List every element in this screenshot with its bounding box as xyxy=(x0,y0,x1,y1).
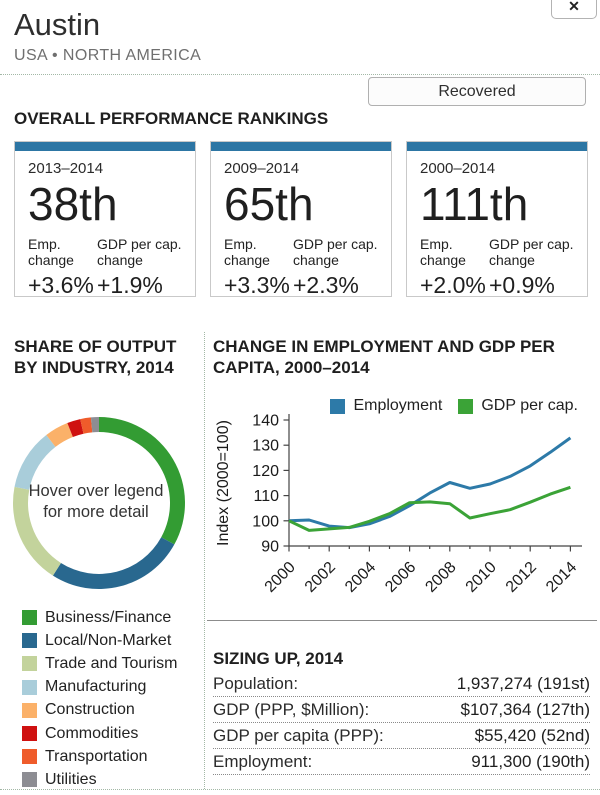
emp-change-value: +2.0% xyxy=(420,272,486,298)
rankings-heading: OVERALL PERFORMANCE RANKINGS xyxy=(14,109,329,128)
employment-swatch-icon xyxy=(330,398,346,414)
ranking-card-2013-2014: 2013–2014 38th Emp. change +3.6% GDP per… xyxy=(14,141,196,297)
bottom-divider xyxy=(0,789,600,790)
emp-change-label: Emp. change xyxy=(224,236,270,268)
column-divider xyxy=(204,332,205,789)
y-tick-label: 140 xyxy=(252,413,279,430)
card-period: 2009–2014 xyxy=(224,160,300,177)
construction-swatch-icon xyxy=(22,702,37,718)
commodities-swatch-icon xyxy=(22,726,37,742)
x-tick-label: 2006 xyxy=(382,559,419,596)
gdp-change-label: GDP per cap. change xyxy=(97,236,182,268)
gdp-change-value: +2.3% xyxy=(293,272,359,298)
header-divider xyxy=(0,74,600,75)
sizing-heading: SIZING UP, 2014 xyxy=(213,649,344,668)
manufacturing-swatch-icon xyxy=(22,679,37,695)
ranking-card-2009-2014: 2009–2014 65th Emp. change +3.3% GDP per… xyxy=(210,141,392,297)
x-tick-label: 2014 xyxy=(543,559,580,596)
x-tick-label: 2008 xyxy=(422,559,459,596)
business-finance-swatch-icon xyxy=(22,610,37,626)
donut-segment[interactable] xyxy=(46,423,73,447)
donut-segment[interactable] xyxy=(67,419,84,437)
page-title: Austin xyxy=(14,7,101,42)
industry-chart-heading: SHARE OF OUTPUT BY INDUSTRY, 2014 xyxy=(14,337,177,377)
local-non-market-swatch-icon xyxy=(22,633,37,649)
ranking-cards: 2013–2014 38th Emp. change +3.6% GDP per… xyxy=(14,141,588,297)
page-subtitle: USA • NORTH AMERICA xyxy=(14,47,202,64)
x-tick-label: 2004 xyxy=(342,559,379,596)
y-tick-label: 90 xyxy=(261,539,279,556)
donut-segment[interactable] xyxy=(99,417,185,545)
donut-segment[interactable] xyxy=(12,486,61,576)
card-period: 2000–2014 xyxy=(420,160,496,177)
donut-segment[interactable] xyxy=(90,417,99,433)
gdp-per-cap-swatch-icon xyxy=(458,398,474,414)
table-row-gdp-per-capita: GDP per capita (PPP): $55,420 (52nd) xyxy=(213,723,590,749)
donut-segment[interactable] xyxy=(14,435,56,490)
y-tick-label: 110 xyxy=(253,488,279,505)
emp-change-label: Emp. change xyxy=(420,236,466,268)
series-line-employment xyxy=(288,436,572,530)
legend-item-construction[interactable]: Construction xyxy=(22,699,178,722)
industry-donut-chart xyxy=(12,417,185,589)
emp-change-label: Emp. change xyxy=(28,236,74,268)
y-axis-label: Index (2000=100) xyxy=(215,420,232,546)
y-tick-label: 130 xyxy=(252,438,279,455)
card-accent-bar xyxy=(15,142,195,151)
emp-change-value: +3.3% xyxy=(224,272,290,298)
donut-segment[interactable] xyxy=(52,537,175,589)
table-row-employment: Employment: 911,300 (190th) xyxy=(213,749,590,775)
gdp-change-label: GDP per cap. change xyxy=(293,236,378,268)
legend-item-utilities[interactable]: Utilities xyxy=(22,768,178,791)
table-row-population: Population: 1,937,274 (191st) xyxy=(213,671,590,697)
series-line-gdp-per-cap- xyxy=(288,485,571,532)
legend-item-business-finance[interactable]: Business/Finance xyxy=(22,606,178,629)
close-icon: ✕ xyxy=(568,0,580,14)
recovery-status-button[interactable]: Recovered xyxy=(368,77,586,106)
card-period: 2013–2014 xyxy=(28,160,104,177)
gdp-change-value: +1.9% xyxy=(97,272,163,298)
ranking-card-2000-2014: 2000–2014 111th Emp. change +2.0% GDP pe… xyxy=(406,141,588,297)
x-tick-label: 2010 xyxy=(463,559,500,596)
trade-tourism-swatch-icon xyxy=(22,656,37,672)
transportation-swatch-icon xyxy=(22,749,37,765)
x-tick-label: 2000 xyxy=(262,559,299,596)
legend-item-transportation[interactable]: Transportation xyxy=(22,745,178,768)
legend-item-trade-and-tourism[interactable]: Trade and Tourism xyxy=(22,652,178,675)
legend-item-employment[interactable]: Employment xyxy=(330,397,442,415)
line-chart-heading: CHANGE IN EMPLOYMENT AND GDP PER CAPITA,… xyxy=(213,337,555,377)
sizing-divider xyxy=(207,620,597,621)
gdp-change-label: GDP per cap. change xyxy=(489,236,574,268)
donut-center-hint: Hover over legend for more detail xyxy=(28,482,164,521)
emp-change-value: +3.6% xyxy=(28,272,94,298)
card-rank: 65th xyxy=(224,178,314,230)
donut-segment[interactable] xyxy=(80,417,93,434)
y-tick-label: 100 xyxy=(252,513,279,530)
card-rank: 38th xyxy=(28,178,118,230)
y-tick-label: 120 xyxy=(252,463,279,480)
card-accent-bar xyxy=(407,142,587,151)
close-button[interactable]: ✕ xyxy=(551,0,597,19)
x-tick-label: 2002 xyxy=(302,559,339,596)
x-tick-label: 2012 xyxy=(503,559,540,596)
industry-legend: Business/Finance Local/Non-Market Trade … xyxy=(22,606,178,792)
legend-item-manufacturing[interactable]: Manufacturing xyxy=(22,676,178,699)
legend-item-commodities[interactable]: Commodities xyxy=(22,722,178,745)
utilities-swatch-icon xyxy=(22,772,37,788)
legend-item-local-non-market[interactable]: Local/Non-Market xyxy=(22,629,178,652)
card-rank: 111th xyxy=(420,178,529,230)
gdp-change-value: +0.9% xyxy=(489,272,555,298)
legend-item-gdp-per-cap[interactable]: GDP per cap. xyxy=(458,397,578,415)
line-chart-legend: Employment GDP per cap. xyxy=(210,397,586,415)
card-accent-bar xyxy=(211,142,391,151)
table-row-gdp: GDP (PPP, $Million): $107,364 (127th) xyxy=(213,697,590,723)
sizing-table: Population: 1,937,274 (191st) GDP (PPP, … xyxy=(213,671,590,775)
